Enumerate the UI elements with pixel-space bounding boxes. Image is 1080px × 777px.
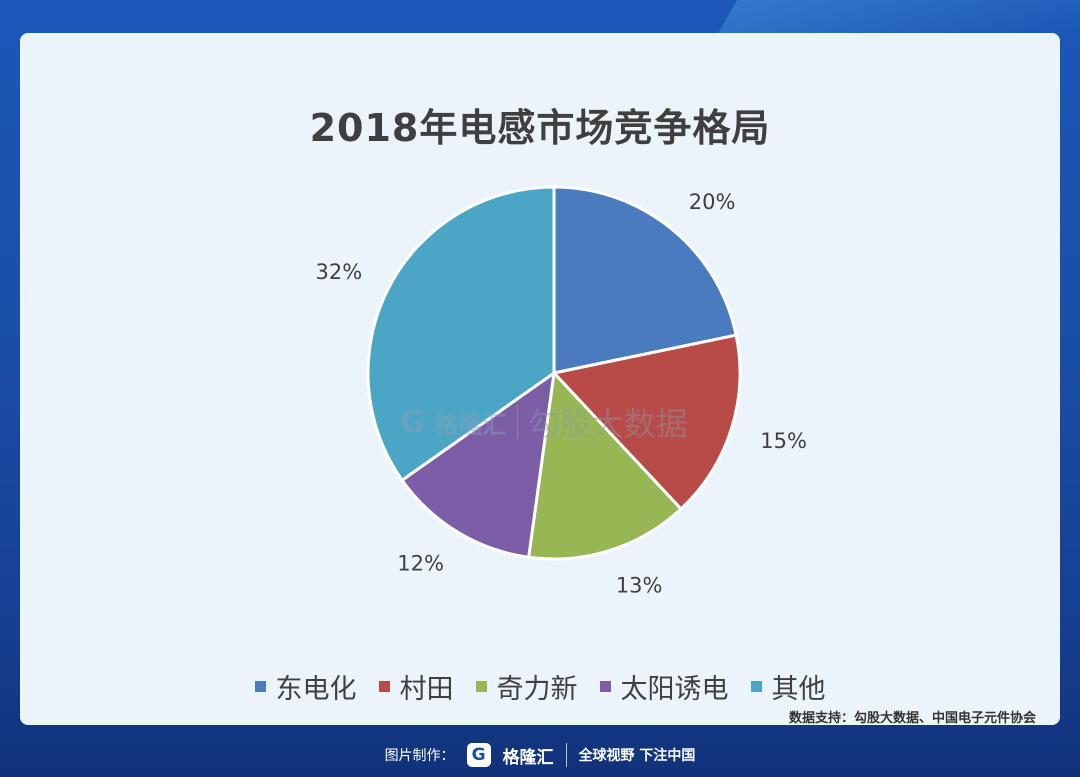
legend-label: 东电化	[275, 674, 357, 705]
slice-label-cuntian: 15%	[760, 429, 807, 453]
legend-swatch	[475, 681, 487, 692]
slice-label-taiyangyoudian: 12%	[397, 552, 444, 576]
slice-label-qilixin: 13%	[616, 574, 663, 598]
footer-divider	[565, 743, 567, 767]
pie-chart: 20% 15% 13% 12% 32%	[316, 185, 807, 598]
slice-label-qita: 32%	[316, 260, 363, 284]
legend-label: 村田	[399, 674, 454, 705]
legend-item-taiyangyoudian: 太阳诱电	[599, 667, 729, 706]
legend-swatch	[599, 681, 611, 692]
legend-label: 太阳诱电	[620, 674, 729, 705]
data-source: 数据支持：勾股大数据、中国电子元件协会	[788, 711, 1036, 725]
pie-slice-qilixin	[526, 369, 684, 561]
legend-item-qilixin: 奇力新	[475, 667, 578, 706]
slice-label-dongdianhua: 20%	[689, 190, 736, 214]
legend-label: 其他	[771, 674, 826, 705]
pie-slice-taiyangyoudian	[399, 369, 556, 559]
footer-label: 图片制作：	[384, 748, 455, 764]
pie-slice-dongdianhua	[552, 185, 738, 375]
pie-slice-qita	[366, 185, 556, 483]
legend-item-cuntian: 村田	[378, 667, 454, 706]
chart-card: 2018年电感市场竞争格局 20% 15% 13% 12% 32% G 格隆汇 勾股大数…	[20, 33, 1060, 725]
footer: 图片制作： G 格隆汇 全球视野 下注中国	[0, 740, 1080, 770]
footer-slogan: 全球视野 下注中国	[578, 748, 696, 764]
footer-logo-icon: G	[466, 743, 491, 767]
legend-item-dongdianhua: 东电化	[254, 667, 357, 706]
legend-label: 奇力新	[496, 674, 578, 705]
pie-slice-cuntian	[551, 333, 742, 512]
legend: 东电化 村田 奇力新 太阳诱电 其他	[20, 667, 1060, 706]
legend-swatch	[254, 681, 266, 692]
legend-item-qita: 其他	[750, 667, 826, 706]
legend-swatch	[750, 681, 762, 692]
legend-swatch	[378, 681, 390, 692]
footer-brand: 格隆汇	[502, 747, 554, 768]
chart-title: 2018年电感市场竞争格局	[309, 106, 771, 150]
